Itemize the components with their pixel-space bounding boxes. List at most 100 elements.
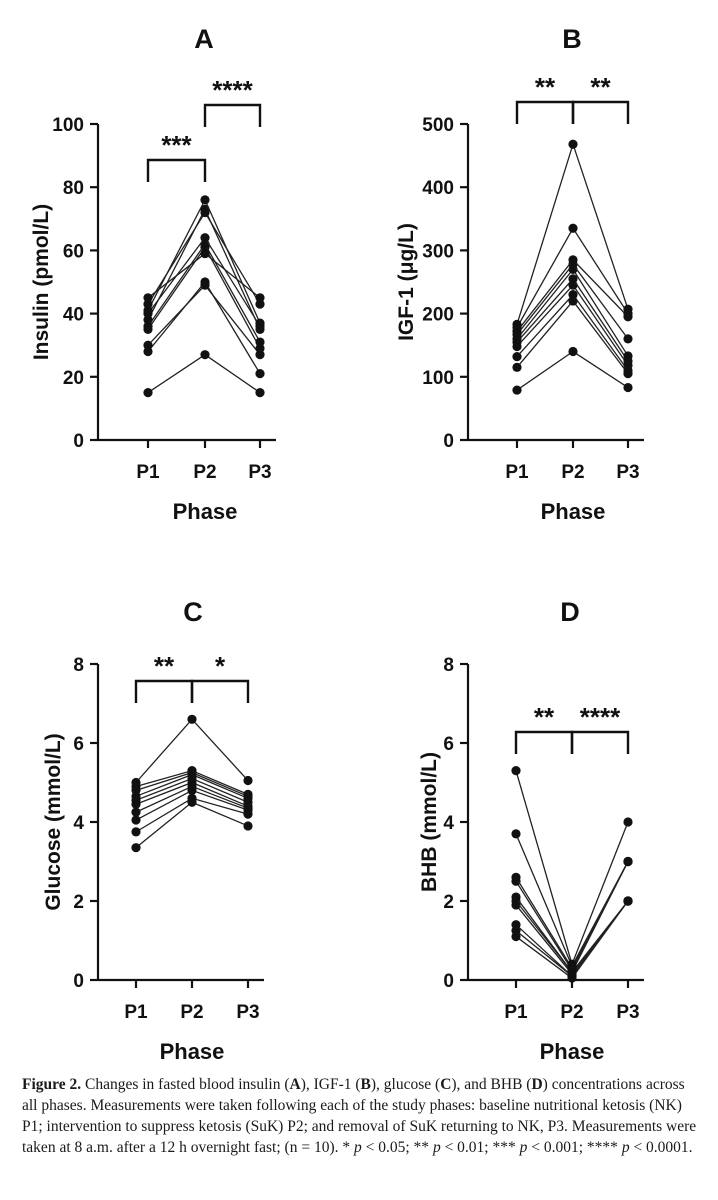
significance-label: ** xyxy=(154,651,175,681)
y-tick-label: 400 xyxy=(422,178,454,199)
data-point xyxy=(200,195,210,205)
caption-text: < 0.01; *** xyxy=(440,1139,520,1156)
data-point xyxy=(511,892,521,902)
y-tick-label: 6 xyxy=(73,734,84,755)
x-tick-label: P2 xyxy=(561,462,584,483)
caption-p-symbol: p xyxy=(519,1139,528,1156)
data-point xyxy=(243,821,253,831)
panel-a: A 0 20 40 60 80 100 Insulin (pmol/L) P1 P2 P3 Phase… xyxy=(30,24,276,524)
x-tick-label: P3 xyxy=(236,1002,259,1023)
y-tick-label: 200 xyxy=(422,305,454,326)
significance-bracket xyxy=(134,679,194,703)
subject-line xyxy=(515,833,629,968)
y-tick-label: 100 xyxy=(52,115,84,136)
caption-text: ), glucose ( xyxy=(370,1076,441,1093)
y-tick-label: 500 xyxy=(422,115,454,136)
x-axis-label: Phase xyxy=(173,499,238,524)
data-point xyxy=(131,777,141,788)
data-point xyxy=(511,872,521,882)
data-point xyxy=(567,959,577,969)
x-tick-label: P3 xyxy=(616,462,639,483)
data-point xyxy=(623,351,633,361)
data-point xyxy=(131,827,141,837)
data-point xyxy=(255,350,265,360)
caption-text: ), IGF-1 ( xyxy=(300,1076,361,1093)
data-point xyxy=(511,766,521,776)
subject-line xyxy=(147,284,261,356)
significance-label: **** xyxy=(212,75,253,105)
panel-b: B 0 100 200 300 400 500 IGF-1 (μg/L) P1 P2 P3 Phase… xyxy=(395,24,644,524)
y-tick-label: 8 xyxy=(73,655,84,676)
data-point xyxy=(512,362,522,372)
data-point xyxy=(143,346,153,357)
y-tick-label: 300 xyxy=(422,241,454,262)
panel-title: B xyxy=(562,24,582,54)
y-tick-label: 60 xyxy=(63,241,84,262)
data-point xyxy=(200,350,210,360)
x-tick-label: P1 xyxy=(504,1002,528,1023)
x-tick-label: P1 xyxy=(136,462,160,483)
data-point xyxy=(623,382,633,393)
x-tick-label: P2 xyxy=(180,1002,203,1023)
caption-text: < 0.0001. xyxy=(629,1139,693,1156)
x-tick-label: P2 xyxy=(193,462,216,483)
data-point xyxy=(512,319,522,329)
data-point xyxy=(187,714,197,724)
data-point xyxy=(255,343,265,353)
data-point xyxy=(623,896,633,906)
significance-bracket xyxy=(571,100,630,124)
y-axis-label: IGF-1 (μg/L) xyxy=(395,223,418,341)
y-tick-label: 6 xyxy=(443,734,454,755)
y-tick-label: 0 xyxy=(443,431,454,452)
data-point xyxy=(143,305,153,316)
y-axis-label: Insulin (pmol/L) xyxy=(30,204,53,360)
y-axis-label: Glucose (mmol/L) xyxy=(42,733,65,910)
data-point xyxy=(243,775,253,786)
data-point xyxy=(255,318,265,328)
data-point xyxy=(143,321,153,331)
data-point xyxy=(511,829,521,839)
x-axis-label: Phase xyxy=(160,1039,225,1064)
data-point xyxy=(255,293,265,303)
data-point xyxy=(568,274,578,284)
data-point xyxy=(255,369,265,379)
subject-line xyxy=(515,770,629,967)
data-point xyxy=(131,807,141,817)
y-tick-label: 0 xyxy=(443,971,454,992)
significance-label: ** xyxy=(534,702,555,732)
data-point xyxy=(255,388,265,398)
data-point xyxy=(143,388,153,398)
y-tick-label: 40 xyxy=(63,305,84,326)
y-tick-label: 2 xyxy=(443,892,454,913)
data-point xyxy=(512,351,522,362)
data-point xyxy=(243,789,253,799)
subject-line xyxy=(516,350,629,391)
y-tick-label: 8 xyxy=(443,655,454,676)
caption-panel-ref: B xyxy=(360,1076,371,1093)
data-point xyxy=(511,920,521,930)
significance-bracket xyxy=(190,679,250,703)
x-tick-label: P2 xyxy=(560,1002,583,1023)
significance-bracket xyxy=(146,158,207,182)
caption-p-symbol: p xyxy=(354,1139,362,1156)
y-axis-label: BHB (mmol/L) xyxy=(418,752,441,892)
data-point xyxy=(200,248,210,259)
data-point xyxy=(512,385,522,395)
y-tick-label: 4 xyxy=(443,813,454,834)
data-point xyxy=(623,856,633,867)
x-tick-label: P1 xyxy=(505,462,529,483)
subject-line xyxy=(515,861,629,970)
y-tick-label: 4 xyxy=(73,813,84,834)
data-point xyxy=(623,304,633,314)
panel-title: A xyxy=(194,24,214,54)
caption-panel-ref: A xyxy=(289,1076,301,1093)
data-point xyxy=(568,139,578,149)
caption-panel-ref: C xyxy=(440,1076,452,1093)
y-tick-label: 0 xyxy=(73,431,84,452)
significance-bracket xyxy=(515,100,575,124)
data-point xyxy=(623,334,633,344)
caption-text: < 0.001; **** xyxy=(527,1139,622,1156)
significance-label: *** xyxy=(161,130,192,160)
data-point xyxy=(255,299,265,309)
